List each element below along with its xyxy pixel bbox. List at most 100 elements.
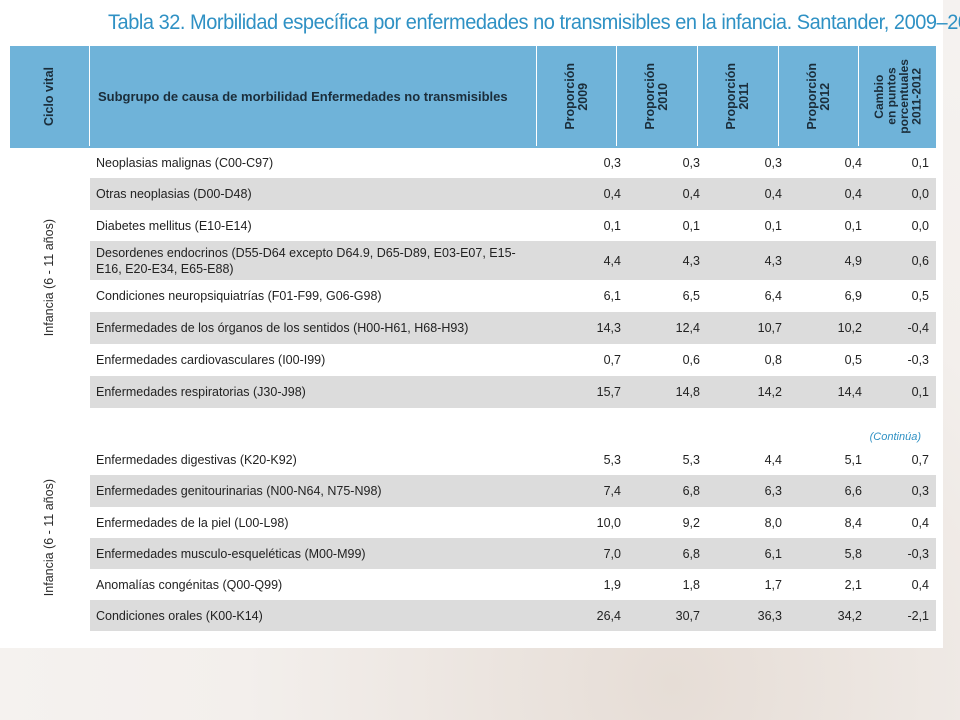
row-cause-name: Enfermedades de la piel (L00-L98) <box>96 515 289 530</box>
cell-v2011: 36,3 <box>757 608 782 623</box>
cell-v2011: 4,4 <box>764 453 782 467</box>
cell-v2010: 14,8 <box>675 385 700 399</box>
cell-v2012: 10,2 <box>837 321 862 335</box>
row-cause-name: Enfermedades digestivas (K20-K92) <box>96 453 297 467</box>
cell-v2011: 0,1 <box>764 218 782 233</box>
cell-cambio: -0,4 <box>907 321 929 335</box>
header-cambio: Cambio en puntos porcentuales 2011-2012 <box>858 46 937 147</box>
row-cause-name: Otras neoplasias (D00-D48) <box>96 187 252 201</box>
table-title: Tabla 32. Morbilidad específica por enfe… <box>108 10 960 34</box>
cell-cambio: -2,1 <box>907 608 929 623</box>
table-row: Enfermedades cardiovasculares (I00-I99) 0… <box>90 344 936 376</box>
table-row: Enfermedades respiratorias (J30-J98) 15,7… <box>90 376 936 408</box>
cell-v2010: 0,4 <box>682 187 700 201</box>
header-proporcion-2009: Proporción 2009 <box>536 46 616 147</box>
header-proporcion-2012: Proporción 2012 <box>778 46 858 147</box>
cell-v2012: 5,8 <box>844 546 862 561</box>
cell-v2010: 6,8 <box>682 484 700 498</box>
cell-v2012: 5,1 <box>844 453 862 467</box>
header-bottom-rule <box>10 146 936 148</box>
row-cause-name: Enfermedades de los órganos de los senti… <box>96 321 469 335</box>
cell-v2012: 34,2 <box>837 608 862 623</box>
cell-v2011: 14,2 <box>757 385 782 399</box>
cell-v2009: 0,4 <box>603 187 621 201</box>
cell-cambio: 0,7 <box>911 453 929 467</box>
cell-v2012: 0,1 <box>844 218 862 233</box>
cell-v2011: 0,8 <box>764 353 782 367</box>
cell-v2010: 4,3 <box>682 253 700 268</box>
row-cause-name: Enfermedades genitourinarias (N00-N64, N… <box>96 484 382 498</box>
cell-v2010: 0,3 <box>682 156 700 170</box>
row-cause-name: Neoplasias malignas (C00-C97) <box>96 156 274 170</box>
cell-v2010: 30,7 <box>675 608 700 623</box>
cell-v2009: 6,1 <box>603 289 621 303</box>
row-cause-name: Diabetes mellitus (E10-E14) <box>96 218 252 233</box>
cell-v2011: 0,3 <box>764 156 782 170</box>
cell-v2010: 9,2 <box>682 515 700 530</box>
row-cause-name: Anomalías congénitas (Q00-Q99) <box>96 577 283 592</box>
table-row: Enfermedades digestivas (K20-K92) 5,3 5,3 4… <box>90 445 936 475</box>
row-cause-name: Enfermedades musculo-esqueléticas (M00-M… <box>96 546 366 561</box>
cell-v2009: 15,7 <box>596 385 621 399</box>
cell-cambio: 0,0 <box>911 218 929 233</box>
row-cause-name: Desordenes endocrinos (D55-D64 excepto D… <box>96 245 516 276</box>
cell-cambio: 0,4 <box>911 515 929 530</box>
cell-cambio: 0,0 <box>911 187 929 201</box>
cell-v2009: 7,0 <box>603 546 621 561</box>
cell-v2011: 8,0 <box>764 515 782 530</box>
cell-v2009: 4,4 <box>603 253 621 268</box>
document-page: Tabla 32. Morbilidad específica por enfe… <box>0 0 960 648</box>
cell-v2010: 0,6 <box>682 353 700 367</box>
table-row: Enfermedades de la piel (L00-L98) 10,0 9,2… <box>90 507 936 538</box>
header-proporcion-2010: Proporción 2010 <box>616 46 697 147</box>
cell-v2011: 6,4 <box>764 289 782 303</box>
table-row: Enfermedades genitourinarias (N00-N64, N… <box>90 475 936 507</box>
cell-v2012: 6,6 <box>844 484 862 498</box>
header-ciclo-vital: Ciclo vital <box>41 66 56 127</box>
cell-v2012: 6,9 <box>844 289 862 303</box>
cell-cambio: 0,3 <box>911 484 929 498</box>
table-row: Neoplasias malignas (C00-C97) 0,3 0,3 0,3 0,… <box>90 148 936 178</box>
cell-v2009: 0,3 <box>603 156 621 170</box>
cell-v2009: 26,4 <box>596 608 621 623</box>
cell-v2010: 0,1 <box>682 218 700 233</box>
cell-v2009: 7,4 <box>603 484 621 498</box>
cell-v2011: 1,7 <box>764 577 782 592</box>
cell-v2012: 0,4 <box>844 156 862 170</box>
cell-v2011: 6,1 <box>764 546 782 561</box>
table-row: Condiciones neuropsiquiatrías (F01-F99, … <box>90 280 936 312</box>
table-row: Desordenes endocrinos (D55-D64 excepto D… <box>90 241 936 280</box>
cell-v2010: 6,5 <box>682 289 700 303</box>
cell-v2012: 2,1 <box>844 577 862 592</box>
cell-v2011: 6,3 <box>764 484 782 498</box>
header-proporcion-2011: Proporción 2011 <box>697 46 778 147</box>
row-cause-name: Enfermedades cardiovasculares (I00-I99) <box>96 353 326 367</box>
cell-v2009: 0,7 <box>603 353 621 367</box>
cell-v2010: 1,8 <box>682 577 700 592</box>
cell-v2010: 12,4 <box>675 321 700 335</box>
cell-cambio: 0,5 <box>911 289 929 303</box>
header-subgrupo: Subgrupo de causa de morbilidad Enfermed… <box>89 46 536 147</box>
cell-v2012: 4,9 <box>844 253 862 268</box>
cell-cambio: 0,1 <box>911 385 929 399</box>
cell-v2009: 14,3 <box>596 321 621 335</box>
cell-v2009: 1,9 <box>603 577 621 592</box>
table-row: Enfermedades de los órganos de los senti… <box>90 312 936 344</box>
cell-cambio: 0,4 <box>911 577 929 592</box>
continua-note: (Continúa) <box>869 431 921 443</box>
table-row: Condiciones orales (K00-K14) 26,4 30,7 36,3… <box>90 600 936 631</box>
cell-v2012: 0,5 <box>844 353 862 367</box>
ciclo-vital-text: Infancia (6 - 11 años) <box>42 219 56 337</box>
table-row: Otras neoplasias (D00-D48) 0,4 0,4 0,4 0,4 0,… <box>90 178 936 210</box>
row-cause-name: Condiciones orales (K00-K14) <box>96 608 263 623</box>
ciclo-vital-label: Infancia (6 - 11 años) <box>10 148 88 408</box>
table-row: Anomalías congénitas (Q00-Q99) 1,9 1,8 1,7 2… <box>90 569 936 600</box>
cell-cambio: 0,1 <box>911 156 929 170</box>
cell-v2012: 8,4 <box>844 515 862 530</box>
cell-cambio: 0,6 <box>911 253 929 268</box>
cell-v2010: 6,8 <box>682 546 700 561</box>
cell-v2010: 5,3 <box>682 453 700 467</box>
cell-cambio: -0,3 <box>907 353 929 367</box>
cell-v2011: 4,3 <box>764 253 782 268</box>
cell-v2012: 0,4 <box>844 187 862 201</box>
